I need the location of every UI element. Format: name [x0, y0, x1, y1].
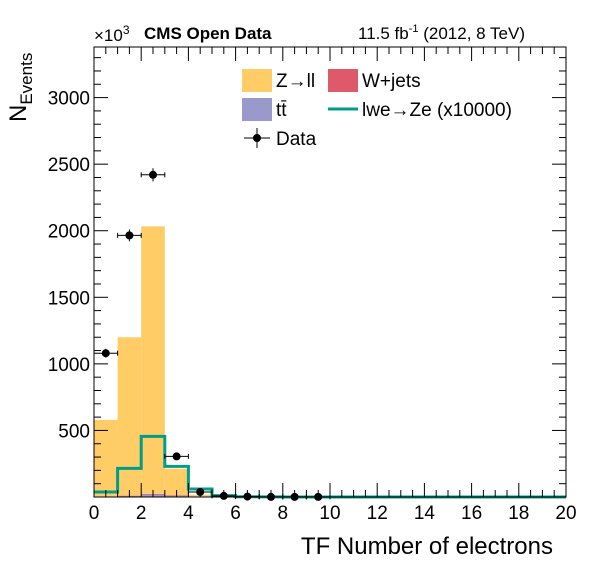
legend-item-3: lwe→Ze (x10000) — [328, 100, 512, 121]
y-tick-label: 2000 — [48, 222, 90, 243]
exponent-power: 3 — [123, 23, 130, 37]
lumi-label: 11.5 fb-1 (2012, 8 TeV) — [358, 23, 525, 43]
x-tick-label: 4 — [183, 503, 194, 524]
data-marker-1 — [125, 231, 134, 240]
legend-item-4: Data — [244, 128, 317, 150]
x-axis-label: TF Number of electrons — [301, 533, 553, 560]
x-tick-label: 16 — [461, 503, 482, 524]
y-tick-label: 3000 — [48, 89, 90, 110]
bar-zll-bin-1 — [117, 337, 142, 496]
x-tick-label: 0 — [89, 503, 100, 524]
legend-label: Z→ll — [276, 71, 315, 92]
exponent-label: ×103 — [94, 23, 130, 45]
x-tick-label: 12 — [367, 503, 388, 524]
data-marker-2 — [149, 170, 157, 179]
x-tick-label: 10 — [319, 503, 340, 524]
bar-zll-bin-0 — [94, 419, 118, 497]
y-tick-label: 500 — [58, 421, 90, 442]
x-tick-label: 20 — [555, 503, 576, 524]
legend-label: lwe→Ze (x10000) — [362, 100, 512, 121]
histogram-layer — [94, 226, 260, 498]
legend-item-0: Z→ll — [242, 69, 315, 92]
y-tick-label: 1000 — [48, 355, 90, 376]
legend-label: W+jets — [362, 71, 421, 92]
legend: Z→ll W+jets tt̄ lwe→Ze (x10000) Data — [242, 69, 512, 150]
chart-title: CMS Open Data — [144, 24, 272, 43]
data-point-3 — [164, 452, 189, 461]
x-tick-label: 18 — [508, 503, 529, 524]
legend-item-1: W+jets — [328, 69, 421, 92]
legend-swatch — [328, 69, 358, 92]
bar-zll-bin-3 — [164, 468, 189, 496]
legend-swatch — [242, 69, 272, 92]
legend-swatch — [242, 98, 272, 121]
data-marker-0 — [101, 349, 110, 358]
x-tick-label: 2 — [136, 503, 147, 524]
bar-zll-bin-2 — [141, 226, 165, 494]
legend-label: Data — [276, 129, 317, 150]
axes-layer: 0 2 4 6 8 10 12 14 16 18 20 500 1000 1500 2000 2500 3000 — [48, 46, 577, 524]
x-tick-label: 14 — [414, 503, 436, 524]
y-tick-label: 1500 — [48, 288, 90, 309]
legend-marker-dot — [253, 134, 261, 142]
legend-label: tt̄ — [276, 100, 287, 121]
x-tick-label: 6 — [230, 503, 241, 524]
y-tick-label: 2500 — [48, 155, 90, 176]
data-point-1 — [117, 229, 142, 242]
y-axis-label: NEvents — [5, 53, 36, 122]
data-marker-3 — [172, 452, 181, 461]
legend-item-2: tt̄ — [242, 98, 287, 121]
data-point-2 — [140, 168, 166, 182]
x-tick-label: 8 — [278, 503, 289, 524]
